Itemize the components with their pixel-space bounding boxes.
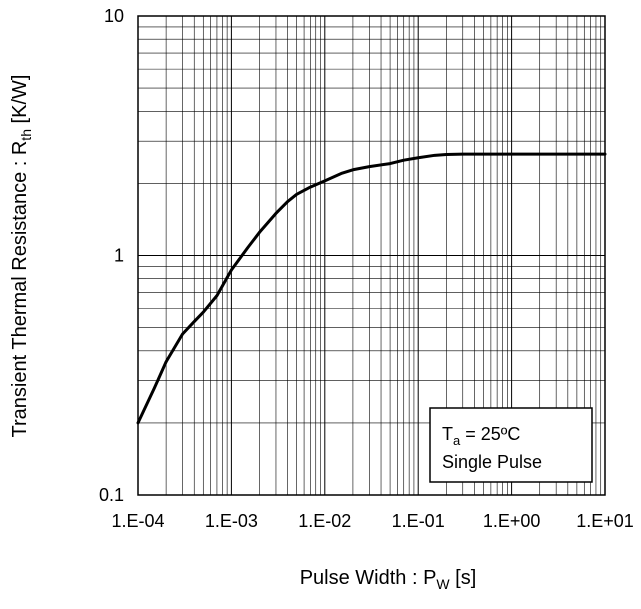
series-layer xyxy=(136,152,607,425)
y-axis-title-subscript: th xyxy=(18,129,34,141)
x-tick-label: 1.E+00 xyxy=(483,511,541,531)
annotation-line1: Ta = 25ºC xyxy=(442,424,520,448)
annotation-box: Ta = 25ºC Single Pulse xyxy=(429,407,593,483)
annotation-temperature: = 25ºC xyxy=(460,424,520,444)
y-tick-label: 10 xyxy=(104,6,124,26)
y-axis-title-unit: [K/W] xyxy=(9,75,31,129)
x-axis-title: Pulse Width : PW [s] xyxy=(300,567,477,592)
x-axis-title-unit: [s] xyxy=(450,567,477,589)
y-tick-label: 0.1 xyxy=(99,485,124,505)
x-tick-label: 1.E+01 xyxy=(576,511,634,531)
annotation-line2: Single Pulse xyxy=(442,452,542,472)
y-axis-title: Transient Thermal Resistance : Rth [K/W] xyxy=(9,75,34,438)
x-tick-label: 1.E-02 xyxy=(298,511,351,531)
y-tick-label: 1 xyxy=(114,246,124,266)
x-tick-label: 1.E-01 xyxy=(392,511,445,531)
plot-frame xyxy=(137,15,606,496)
y-axis-title-main: Transient Thermal Resistance : R xyxy=(9,141,31,438)
x-tick-label: 1.E-03 xyxy=(205,511,258,531)
x-tick-label: 1.E-04 xyxy=(111,511,164,531)
annotation-t-symbol: T xyxy=(442,424,453,444)
series-line xyxy=(136,152,607,425)
x-tick-labels: 1.E-04 1.E-03 1.E-02 1.E-01 1.E+00 1.E+01 xyxy=(111,511,633,531)
annotation-t-subscript: a xyxy=(453,433,461,448)
x-axis-title-subscript: W xyxy=(436,576,450,592)
x-axis-title-main: Pulse Width : P xyxy=(300,567,437,589)
annotation-frame xyxy=(429,407,593,483)
y-tick-labels: 0.1 1 10 xyxy=(99,6,124,505)
